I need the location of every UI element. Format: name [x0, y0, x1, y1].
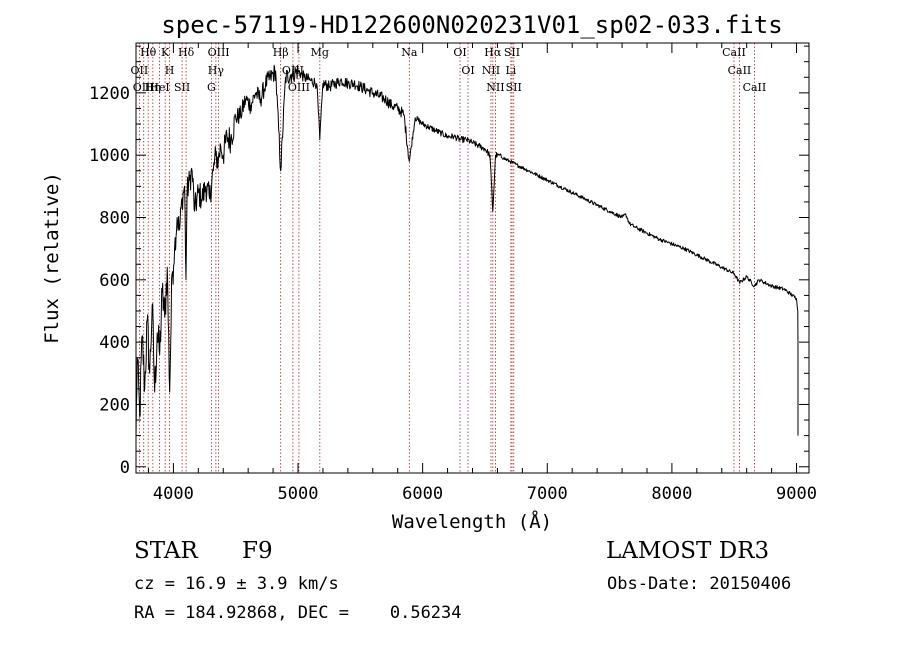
- spectral-line-label: K: [161, 46, 170, 59]
- x-tick-label: 6000: [402, 484, 443, 504]
- spectral-line-label: Li: [505, 64, 516, 77]
- spectral-line-label: Na: [401, 46, 418, 59]
- x-tick-label: 7000: [527, 484, 568, 504]
- y-tick-label: 0: [120, 458, 130, 478]
- x-tick-label: 9000: [776, 484, 817, 504]
- spectral-line-label: SII: [174, 81, 190, 94]
- spectral-line-label: Hδ: [178, 46, 195, 59]
- spectral-line-label: OIII: [208, 46, 230, 59]
- spectral-line-label: OII: [131, 64, 149, 77]
- spectral-line-label: SII: [504, 46, 520, 59]
- spectral-line-markers: [138, 43, 755, 473]
- redshift-readout: cz = 16.9 ± 3.9 km/s: [134, 574, 339, 594]
- object-subclass: F9: [242, 538, 273, 564]
- spectral-line-label: NII: [482, 64, 500, 77]
- spectral-line-label: Hγ: [208, 64, 225, 77]
- spectral-line-label: Hβ: [273, 46, 289, 59]
- plot-frame: [135, 42, 810, 474]
- survey-name: LAMOST DR3: [606, 538, 770, 564]
- y-tick-label: 200: [99, 395, 130, 415]
- spectral-line-label: G: [207, 81, 216, 94]
- x-tick-label: 4000: [153, 484, 194, 504]
- spectral-line-label: NII: [486, 81, 504, 94]
- spectral-line-label: OI: [453, 46, 466, 59]
- x-tick-label: 8000: [651, 484, 692, 504]
- coordinates-readout: RA = 184.92868, DEC = 0.56234: [134, 603, 462, 623]
- spectral-line-label: OIII: [288, 81, 310, 94]
- spectral-line-label: OIII: [133, 81, 155, 94]
- object-type: STAR: [134, 538, 198, 564]
- spectral-line-label: SII: [506, 81, 522, 94]
- x-tick-label: 5000: [278, 484, 319, 504]
- y-tick-label: 800: [99, 208, 130, 228]
- flux-spectrum-line: [135, 64, 799, 439]
- spectral-line-label: CaII: [722, 46, 746, 59]
- y-axis-label: Flux (relative): [41, 172, 63, 344]
- y-tick-labels: 0 200 400 600 800 1000 1200: [89, 84, 130, 478]
- x-axis-label: Wavelength (Å): [392, 510, 552, 533]
- spectral-line-label: Mg: [311, 46, 329, 59]
- axis-ticks: [136, 43, 809, 473]
- chart-title: spec-57119-HD122600N020231V01_sp02-033.f…: [161, 11, 782, 39]
- y-tick-label: 600: [99, 271, 130, 291]
- spectral-line-label: HeI: [149, 81, 169, 94]
- y-tick-label: 1200: [89, 84, 130, 104]
- x-tick-labels: 4000 5000 6000 7000 8000 9000: [153, 484, 817, 504]
- spectral-line-label: Hθ: [140, 46, 157, 59]
- spectral-line-label: Hη: [145, 81, 161, 94]
- spectral-line-label: H: [165, 64, 175, 77]
- spectral-line-labels: HθOIIOIIIKHeIHηHHδSIIOIIIHγGHβOIIIOIIIMg…: [131, 46, 767, 94]
- y-tick-label: 400: [99, 333, 130, 353]
- observation-date: Obs-Date: 20150406: [607, 574, 792, 594]
- y-tick-label: 1000: [89, 146, 130, 166]
- spectral-line-label: Hα: [484, 46, 502, 59]
- spectral-line-label: OI: [461, 64, 474, 77]
- spectral-line-label: CaII: [743, 81, 767, 94]
- spectral-line-label: CaII: [728, 64, 752, 77]
